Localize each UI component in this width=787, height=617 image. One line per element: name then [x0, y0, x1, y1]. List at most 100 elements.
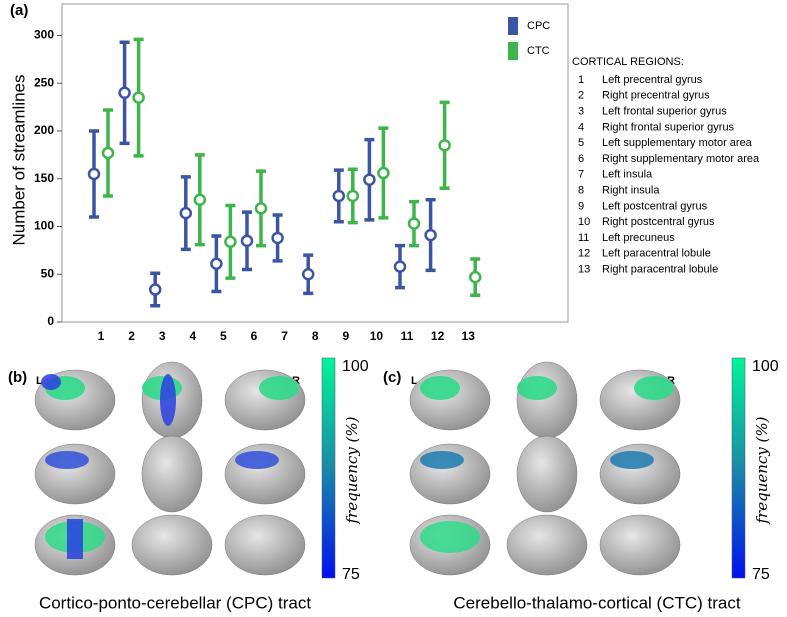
panel-label: (b): [8, 369, 27, 386]
region-number: 12: [578, 248, 590, 260]
colorbar-max: 100: [752, 358, 779, 375]
region-name: Left supplementary motor area: [602, 137, 753, 149]
hemisphere-label: L: [411, 375, 418, 387]
activation-patch: [610, 451, 654, 469]
mean-marker: [468, 270, 482, 284]
panel-label: (c): [383, 369, 401, 386]
x-tick-label: 7: [281, 329, 288, 343]
region-number: 10: [578, 216, 590, 228]
mean-marker: [179, 206, 193, 220]
mean-marker: [393, 260, 407, 273]
mean-marker: [271, 231, 284, 245]
y-tick-label: 200: [34, 123, 54, 137]
mean-marker: [101, 146, 115, 160]
colorbar: [321, 357, 336, 579]
region-name: Left paracentral lobule: [602, 248, 711, 260]
brain: [506, 514, 588, 576]
mean-marker: [346, 189, 360, 203]
x-tick-label: 10: [370, 329, 384, 343]
y-tick-label: 250: [34, 75, 54, 89]
legend-label: CTC: [527, 45, 550, 57]
mean-marker: [254, 202, 268, 215]
activation-patch: [259, 376, 299, 400]
legend-swatch: [508, 42, 518, 60]
brain: [516, 435, 578, 513]
hemisphere-label: L: [36, 375, 43, 387]
region-name: Left frontal superior gyrus: [602, 106, 727, 118]
x-tick-label: 11: [401, 329, 414, 343]
y-tick-label: 0: [47, 314, 54, 328]
region-number: 7: [578, 169, 584, 181]
region-name: Right insula: [602, 185, 660, 197]
colorbar-min: 75: [342, 566, 360, 583]
x-tick-label: 12: [431, 329, 445, 343]
brain: [224, 369, 306, 431]
colorbar-min: 75: [752, 566, 770, 583]
x-tick-label: 3: [159, 329, 166, 343]
x-tick-label: 6: [251, 329, 258, 343]
mean-marker: [407, 217, 421, 230]
colorbar-max: 100: [342, 358, 369, 375]
panel-caption: Cortico-ponto-cerebellar (CPC) tract: [39, 593, 311, 612]
brain: [131, 514, 213, 576]
region-number: 6: [578, 153, 584, 165]
mean-marker: [210, 257, 223, 270]
mean-marker: [118, 86, 131, 100]
brain: [141, 435, 203, 513]
region-name: Left precuneus: [602, 232, 675, 244]
brain: [224, 514, 306, 576]
x-tick-label: 8: [312, 329, 319, 343]
mean-marker: [377, 166, 390, 180]
region-name: Right precentral gyrus: [602, 90, 710, 102]
mean-marker: [240, 234, 254, 248]
legend-label: CPC: [527, 20, 550, 32]
region-number: 9: [578, 200, 584, 212]
region-number: 13: [578, 264, 590, 276]
y-tick-label: 150: [34, 171, 54, 185]
mean-marker: [148, 283, 162, 296]
activation-patch: [67, 519, 83, 559]
region-number: 4: [578, 121, 584, 133]
colorbar: [731, 357, 746, 579]
region-number: 2: [578, 90, 584, 102]
regions-title: CORTICAL REGIONS:: [572, 56, 684, 68]
region-name: Right supplementary motor area: [602, 153, 760, 165]
activation-patch: [420, 451, 464, 469]
x-tick-label: 13: [462, 329, 476, 343]
activation-patch: [420, 376, 460, 400]
activation-patch: [517, 376, 557, 400]
mean-marker: [332, 189, 346, 203]
activation-patch: [420, 521, 480, 553]
x-tick-label: 5: [220, 329, 227, 343]
mean-marker: [224, 235, 237, 249]
x-tick-label: 2: [128, 329, 135, 343]
region-name: Left insula: [602, 169, 653, 181]
region-number: 3: [578, 106, 584, 118]
y-tick-label: 50: [41, 266, 55, 280]
legend-swatch: [508, 17, 518, 35]
activation-patch: [235, 451, 279, 469]
y-tick-label: 300: [34, 28, 54, 42]
brain: [516, 361, 578, 439]
region-name: Left postcentral gyrus: [602, 200, 708, 212]
mean-marker: [132, 91, 145, 104]
colorbar-label: frequency (%): [753, 416, 771, 524]
mean-marker: [193, 193, 207, 207]
region-name: Right postcentral gyrus: [602, 216, 715, 228]
x-tick-label: 4: [189, 329, 196, 343]
region-name: Right frontal superior gyrus: [602, 121, 735, 133]
x-tick-label: 9: [342, 329, 349, 343]
brain: [599, 369, 681, 431]
region-number: 8: [578, 185, 584, 197]
x-tick-label: 1: [98, 329, 105, 343]
region-name: Right paracentral lobule: [602, 264, 718, 276]
brain: [599, 514, 681, 576]
region-number: 1: [578, 74, 584, 86]
y-tick-label: 100: [34, 219, 54, 233]
activation-patch: [160, 374, 176, 426]
y-axis-label: Number of streamlines: [9, 74, 28, 245]
region-number: 5: [578, 137, 584, 149]
activation-patch: [41, 374, 61, 390]
mean-marker: [438, 139, 451, 152]
